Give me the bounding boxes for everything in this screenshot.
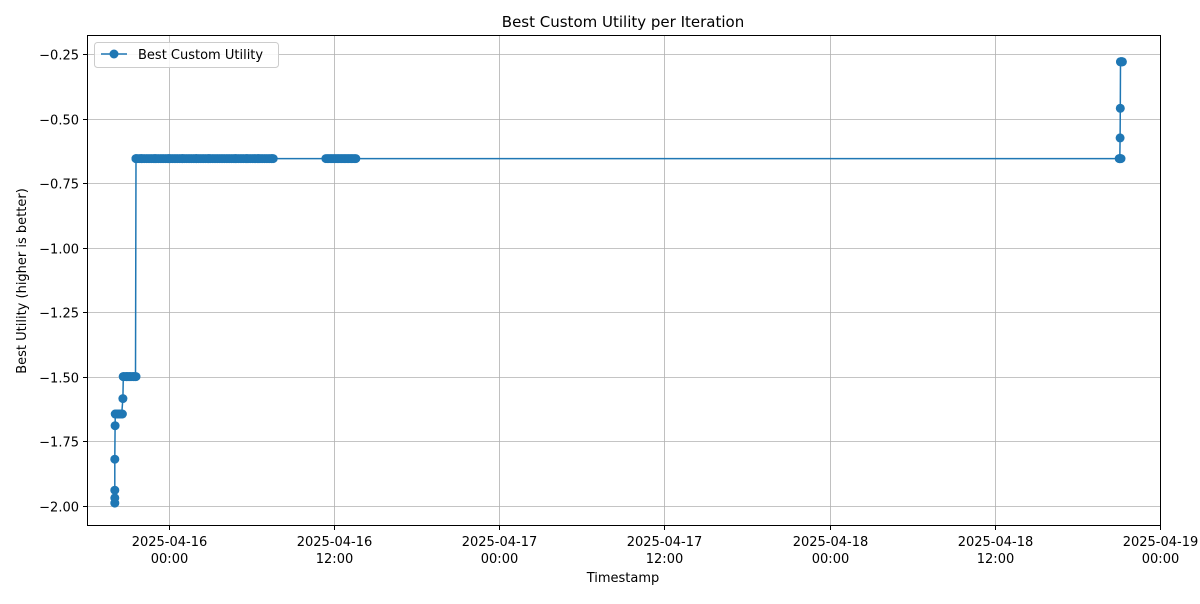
x-tick-label: 2025-04-16 bbox=[132, 535, 208, 550]
series-line bbox=[114, 61, 1123, 504]
legend-box bbox=[94, 42, 279, 68]
x-tick-label: 12:00 bbox=[977, 552, 1014, 567]
x-tick-label: 00:00 bbox=[1142, 552, 1179, 567]
data-point bbox=[117, 409, 127, 419]
x-tick-label: 2025-04-17 bbox=[462, 535, 538, 550]
x-axis: 2025-04-16 00:00 2025-04-16 12:00 2025-04-17… bbox=[132, 525, 1199, 567]
y-axis: −0.25 −0.50 −0.75 −1.00 −1.25 −1.50 −1.75 −2.00 bbox=[39, 49, 88, 516]
grid-lines bbox=[88, 36, 1161, 525]
plot-frame bbox=[87, 35, 1161, 526]
y-tick-label: −1.75 bbox=[39, 436, 79, 451]
data-point bbox=[110, 421, 120, 431]
data-point bbox=[268, 154, 278, 164]
data-point bbox=[1116, 154, 1126, 164]
data-point bbox=[110, 454, 120, 464]
data-point bbox=[110, 493, 120, 503]
chart-title: Best Custom Utility per Iteration bbox=[502, 13, 744, 31]
x-tick-label: 2025-04-19 bbox=[1123, 535, 1199, 550]
x-tick-label: 00:00 bbox=[812, 552, 849, 567]
data-point bbox=[351, 154, 361, 164]
y-tick-label: −2.00 bbox=[39, 501, 79, 516]
data-point bbox=[110, 485, 120, 495]
x-tick-label: 00:00 bbox=[151, 552, 188, 567]
y-axis-label: Best Utility (higher is better) bbox=[15, 188, 30, 374]
x-axis-label: Timestamp bbox=[586, 571, 660, 586]
data-point bbox=[1117, 57, 1127, 67]
data-point bbox=[118, 394, 128, 404]
legend: Best Custom Utility bbox=[94, 42, 279, 68]
x-tick-label: 00:00 bbox=[481, 552, 518, 567]
y-tick-label: −1.25 bbox=[39, 307, 79, 322]
y-tick-label: −1.00 bbox=[39, 243, 79, 258]
y-tick-label: −1.50 bbox=[39, 372, 79, 387]
data-point bbox=[1115, 133, 1125, 143]
data-point bbox=[1115, 103, 1125, 113]
legend-marker-sample bbox=[109, 49, 119, 59]
x-tick-label: 12:00 bbox=[646, 552, 683, 567]
series-layer bbox=[110, 57, 1127, 508]
y-tick-label: −0.25 bbox=[39, 49, 79, 64]
legend-label: Best Custom Utility bbox=[138, 48, 263, 63]
data-point bbox=[131, 372, 141, 382]
x-tick-label: 12:00 bbox=[316, 552, 353, 567]
x-tick-label: 2025-04-18 bbox=[793, 535, 869, 550]
y-tick-label: −0.50 bbox=[39, 114, 79, 129]
x-tick-label: 2025-04-17 bbox=[627, 535, 703, 550]
y-tick-label: −0.75 bbox=[39, 178, 79, 193]
x-tick-label: 2025-04-16 bbox=[297, 535, 373, 550]
x-tick-label: 2025-04-18 bbox=[958, 535, 1034, 550]
